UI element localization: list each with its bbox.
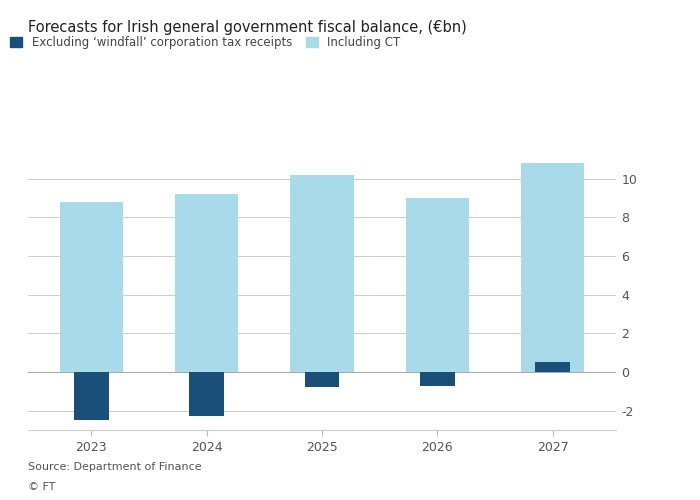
Bar (74, 372, 108, 420)
Text: Forecasts for Irish general government fiscal balance, (€bn): Forecasts for Irish general government f… (28, 20, 467, 35)
Bar (521, 163, 584, 372)
Bar (405, 198, 469, 372)
Text: Source: Department of Finance: Source: Department of Finance (28, 462, 202, 472)
Legend: Excluding ‘windfall’ corporation tax receipts, Including CT: Excluding ‘windfall’ corporation tax rec… (10, 36, 400, 49)
Bar (60, 202, 123, 372)
Bar (175, 194, 239, 372)
Bar (190, 372, 224, 416)
Bar (420, 372, 454, 386)
Bar (536, 362, 570, 372)
Bar (290, 175, 354, 372)
Bar (304, 372, 340, 388)
Text: © FT: © FT (28, 482, 55, 492)
